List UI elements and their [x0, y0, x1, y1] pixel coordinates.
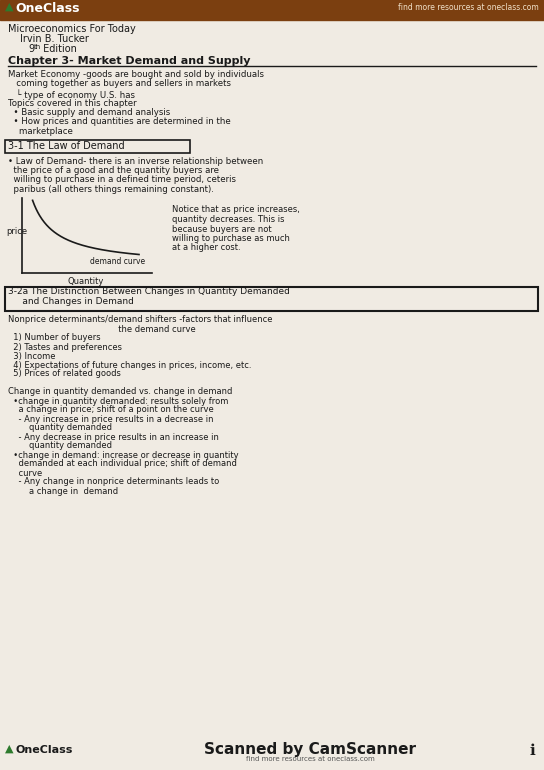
Text: the price of a good and the quantity buyers are: the price of a good and the quantity buy… [8, 166, 219, 175]
Text: 9: 9 [28, 44, 34, 54]
Text: paribus (all others things remaining constant).: paribus (all others things remaining con… [8, 185, 214, 194]
Text: find more resources at oneclass.com: find more resources at oneclass.com [246, 756, 374, 762]
Bar [5, 139, 190, 152]
Text: Microeconomics For Today: Microeconomics For Today [8, 24, 136, 34]
Text: coming together as buyers and sellers in markets: coming together as buyers and sellers in… [8, 79, 231, 89]
Text: 1) Number of buyers: 1) Number of buyers [8, 333, 101, 343]
Text: a change in price; shift of a point on the curve: a change in price; shift of a point on t… [8, 406, 214, 414]
Text: ▲: ▲ [5, 744, 14, 754]
Text: 3) Income: 3) Income [8, 351, 55, 360]
Text: • Law of Demand- there is an inverse relationship between: • Law of Demand- there is an inverse rel… [8, 156, 263, 166]
Text: Market Economy -goods are bought and sold by individuals: Market Economy -goods are bought and sol… [8, 70, 264, 79]
Text: ℹ: ℹ [529, 743, 535, 758]
Text: and Changes in Demand: and Changes in Demand [8, 297, 134, 306]
Text: ▲: ▲ [5, 2, 14, 12]
Bar [5, 286, 538, 310]
Text: willing to purchase as much: willing to purchase as much [172, 234, 290, 243]
Text: demand curve: demand curve [90, 256, 145, 266]
Text: 5) Prices of related goods: 5) Prices of related goods [8, 370, 121, 379]
Text: the demand curve: the demand curve [8, 324, 196, 333]
Text: Notice that as price increases,: Notice that as price increases, [172, 206, 300, 215]
Text: 3-2a The Distinction Between Changes in Quantity Demanded: 3-2a The Distinction Between Changes in … [8, 287, 290, 296]
Text: price: price [6, 226, 27, 236]
Text: Change in quantity demanded vs. change in demand: Change in quantity demanded vs. change i… [8, 387, 232, 397]
Text: └ type of economy U.S. has: └ type of economy U.S. has [8, 89, 135, 100]
Text: • How prices and quantities are determined in the: • How prices and quantities are determin… [8, 118, 231, 126]
Text: because buyers are not: because buyers are not [172, 225, 271, 233]
Text: marketplace: marketplace [8, 127, 73, 136]
Text: • Basic supply and demand analysis: • Basic supply and demand analysis [8, 108, 170, 117]
Text: Topics covered in this chapter: Topics covered in this chapter [8, 99, 137, 108]
Text: 4) Expectations of future changes in prices, income, etc.: 4) Expectations of future changes in pri… [8, 360, 251, 370]
Text: Edition: Edition [40, 44, 77, 54]
Text: curve: curve [8, 468, 42, 477]
Text: - Any change in nonprice determinants leads to: - Any change in nonprice determinants le… [8, 477, 219, 487]
Text: quantity demanded: quantity demanded [8, 441, 112, 450]
Text: - Any decrease in price results in an increase in: - Any decrease in price results in an in… [8, 433, 219, 441]
Text: 3-1 The Law of Demand: 3-1 The Law of Demand [8, 141, 125, 151]
Text: •change in quantity demanded: results solely from: •change in quantity demanded: results so… [8, 397, 228, 406]
Text: OneClass: OneClass [15, 745, 72, 755]
Bar [0, 0, 544, 20]
Text: •change in demand: increase or decrease in quantity: •change in demand: increase or decrease … [8, 450, 239, 460]
Text: Chapter 3- Market Demand and Supply: Chapter 3- Market Demand and Supply [8, 56, 250, 66]
Text: th: th [34, 44, 41, 50]
Text: demanded at each individual price; shift of demand: demanded at each individual price; shift… [8, 460, 237, 468]
Text: willing to purchase in a defined time period, ceteris: willing to purchase in a defined time pe… [8, 176, 236, 185]
Text: Nonprice determinants/demand shifters -factors that influence: Nonprice determinants/demand shifters -f… [8, 316, 273, 324]
Text: quantity decreases. This is: quantity decreases. This is [172, 215, 285, 224]
Text: - Any increase in price results in a decrease in: - Any increase in price results in a dec… [8, 414, 213, 424]
Text: Irvin B. Tucker: Irvin B. Tucker [20, 34, 89, 44]
Text: a change in  demand: a change in demand [8, 487, 118, 496]
Text: Quantity: Quantity [67, 276, 104, 286]
Text: Scanned by CamScanner: Scanned by CamScanner [204, 742, 416, 757]
Text: 2) Tastes and preferences: 2) Tastes and preferences [8, 343, 122, 351]
Text: at a higher cost.: at a higher cost. [172, 243, 240, 253]
Text: quantity demanded: quantity demanded [8, 424, 112, 433]
Text: OneClass: OneClass [15, 2, 79, 15]
Text: find more resources at oneclass.com: find more resources at oneclass.com [398, 3, 539, 12]
